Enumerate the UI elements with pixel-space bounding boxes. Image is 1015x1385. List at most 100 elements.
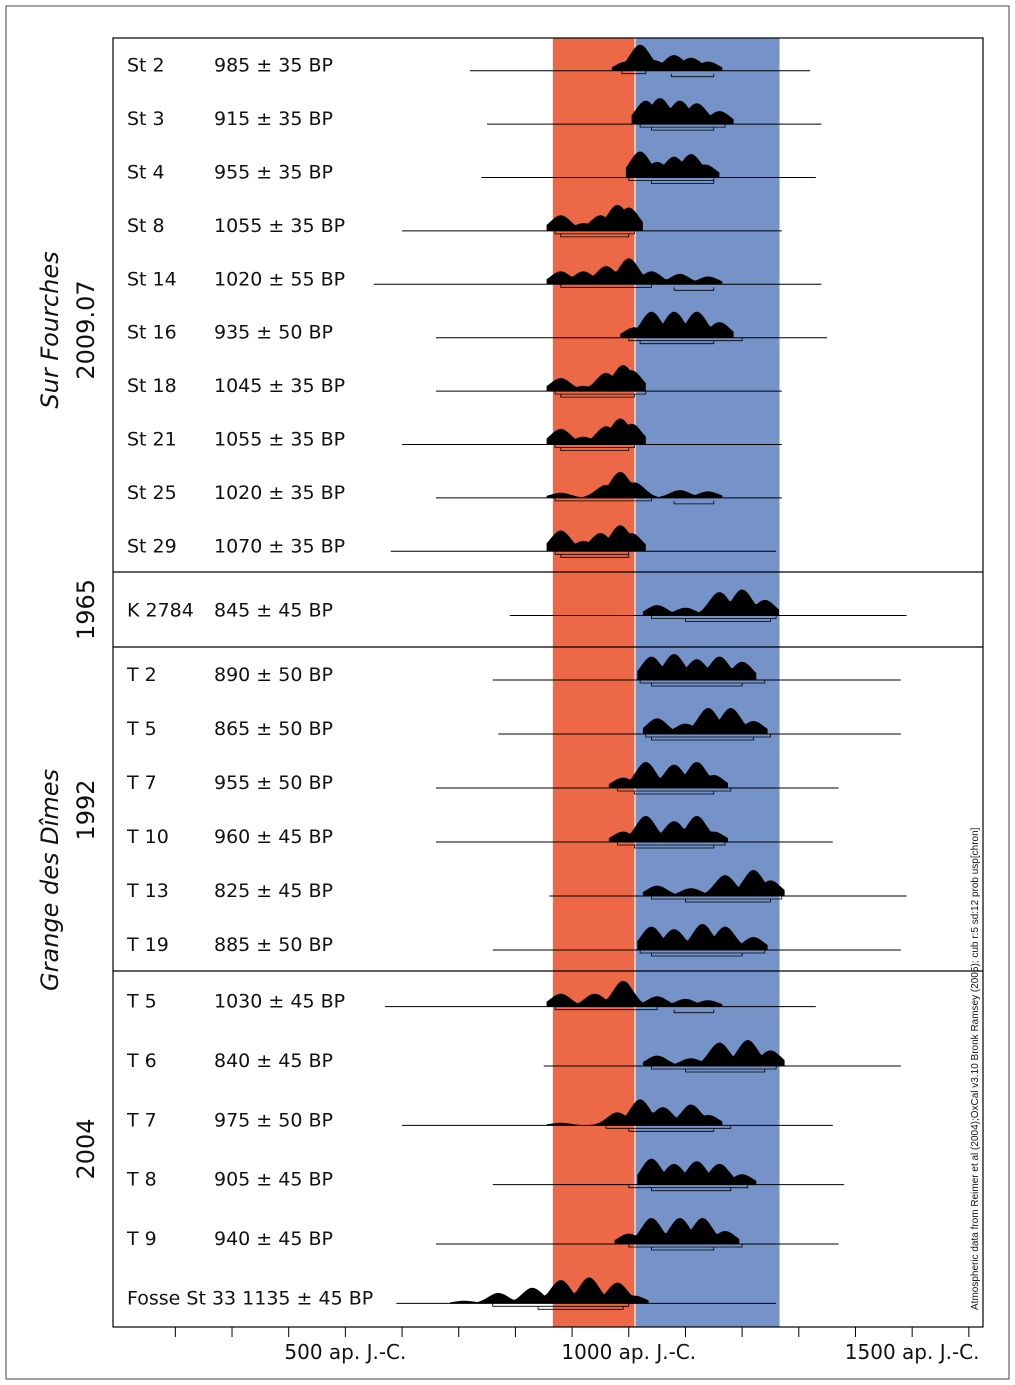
sample-bracket <box>560 284 652 288</box>
sample-date-label: 1070 ± 35 BP <box>214 535 345 557</box>
sample-bracket <box>554 497 652 502</box>
sample-id-label: T 7 <box>126 772 157 794</box>
sample-id-label: T 6 <box>126 1050 157 1072</box>
sample-bracket <box>673 500 715 505</box>
sample-row: T 13 825 ± 45 BP <box>126 870 907 903</box>
sample-distribution <box>637 1158 757 1185</box>
sample-bracket <box>554 391 647 395</box>
sample-row: T 10 960 ± 45 BP <box>126 816 833 849</box>
sample-id-label: St 4 <box>127 162 165 184</box>
sample-row: St 21 1055 ± 35 BP <box>127 418 782 451</box>
sample-bracket <box>628 1184 749 1189</box>
sample-distribution <box>620 311 734 338</box>
sample-bracket <box>651 1247 715 1251</box>
sample-distribution <box>637 924 768 950</box>
sample-date-label: 1055 ± 35 BP <box>214 429 345 451</box>
sample-bracket <box>560 233 630 238</box>
sample-bracket <box>560 394 635 398</box>
sample-row: St 8 1055 ± 35 BP <box>127 204 782 238</box>
sample-id-label: T 7 <box>126 1109 157 1131</box>
sample-row: T 2 890 ± 50 BP <box>126 654 901 687</box>
sample-id-label: Fosse St 33 1135 ± 45 BP <box>127 1287 373 1309</box>
sample-bracket <box>670 73 715 78</box>
sample-bracket <box>651 896 783 900</box>
sample-row: T 9 940 ± 45 BP <box>126 1218 839 1251</box>
sample-bracket <box>560 554 630 558</box>
sample-row: T 7 955 ± 50 BP <box>126 762 839 795</box>
sample-date-label: 935 ± 50 BP <box>214 322 333 344</box>
sample-bracket <box>651 953 743 957</box>
sample-bracket <box>537 1306 624 1310</box>
sample-distribution <box>642 1040 785 1066</box>
sample-bracket <box>651 683 743 687</box>
x-tick-label: 1500 ap. J.-C. <box>845 1340 980 1364</box>
site-label: Grange des Dîmes <box>36 769 64 991</box>
sample-row: St 3 915 ± 35 BP <box>127 98 822 131</box>
sample-bracket <box>560 447 630 451</box>
sample-distribution <box>642 708 768 734</box>
sample-row: T 5 865 ± 50 BP <box>126 708 901 741</box>
sample-date-label: 1055 ± 35 BP <box>214 215 345 237</box>
x-tick-label: 1000 ap. J.-C. <box>561 1340 696 1364</box>
sample-id-label: T 5 <box>126 718 157 740</box>
sample-bracket <box>651 615 777 619</box>
sample-date-label: 845 ± 45 BP <box>214 600 333 622</box>
sample-date-label: 890 ± 50 BP <box>214 664 333 686</box>
sample-bracket <box>628 337 743 342</box>
sample-distribution <box>625 151 720 178</box>
sample-bracket <box>628 177 715 181</box>
sample-date-label: 955 ± 35 BP <box>214 162 333 184</box>
group-labels: Sur Fourches 2009.07 1965 Grange des Dîmes 1… <box>36 251 100 1179</box>
sample-row: T 19 885 ± 50 BP <box>126 924 901 957</box>
sample-id-label: T 8 <box>126 1169 157 1191</box>
sample-bracket <box>685 899 771 903</box>
sample-row: St 25 1020 ± 35 BP <box>127 472 782 505</box>
sample-bracket <box>554 551 630 555</box>
sample-id-label: St 2 <box>127 55 165 77</box>
sample-bracket <box>645 734 771 738</box>
sample-row: T 5 1030 ± 45 BP <box>126 980 816 1014</box>
sample-distribution <box>546 980 723 1007</box>
sample-date-label: 975 ± 50 BP <box>214 1109 333 1131</box>
sample-id-label: St 8 <box>127 215 165 237</box>
sample-id-label: St 14 <box>127 268 177 290</box>
sample-distribution <box>546 418 646 445</box>
sample-distribution <box>546 525 646 552</box>
sample-bracket <box>651 127 715 131</box>
sample-bracket <box>651 1066 777 1070</box>
sample-id-label: T 2 <box>126 664 157 686</box>
sample-id-label: St 18 <box>127 375 177 397</box>
sample-id-label: T 13 <box>126 880 169 902</box>
sample-bracket <box>685 618 771 622</box>
year-label: 2004 <box>72 1118 100 1179</box>
sample-row: St 16 935 ± 50 BP <box>127 311 828 345</box>
sample-date-label: 885 ± 50 BP <box>214 934 333 956</box>
year-label: 1965 <box>72 579 100 640</box>
site-label: Sur Fourches <box>36 251 64 408</box>
sample-id-label: T 5 <box>126 991 157 1013</box>
sample-bracket <box>651 737 754 741</box>
sample-date-label: 985 ± 35 BP <box>214 55 333 77</box>
sample-distribution <box>546 365 646 392</box>
sample-bracket <box>554 444 635 448</box>
sample-bracket <box>628 1128 715 1132</box>
sample-row: T 7 975 ± 50 BP <box>126 1099 833 1132</box>
sample-bracket <box>634 845 715 849</box>
sample-distribution <box>608 762 728 788</box>
sample-bracket <box>617 788 732 792</box>
calibration-note: Atmospheric data from Reimer et al (2004… <box>970 827 981 1310</box>
sample-row: St 18 1045 ± 35 BP <box>127 365 782 398</box>
sample-date-label: 905 ± 45 BP <box>214 1169 333 1191</box>
sample-row: T 8 905 ± 45 BP <box>126 1158 845 1192</box>
x-axis: 500 ap. J.-C. 1000 ap. J.-C. 1500 ap. J.-C… <box>174 1327 980 1364</box>
sample-date-label: 1045 ± 35 BP <box>214 375 345 397</box>
sample-date-label: 915 ± 35 BP <box>214 108 333 130</box>
sample-date-label: 840 ± 45 BP <box>214 1050 333 1072</box>
sample-bracket <box>554 230 635 235</box>
sample-id-label: T 9 <box>126 1228 157 1250</box>
sample-date-label: 1030 ± 45 BP <box>214 991 345 1013</box>
sample-row: St 2 985 ± 35 BP <box>127 44 811 78</box>
sample-bracket <box>673 1009 715 1014</box>
sample-date-label: 960 ± 45 BP <box>214 826 333 848</box>
